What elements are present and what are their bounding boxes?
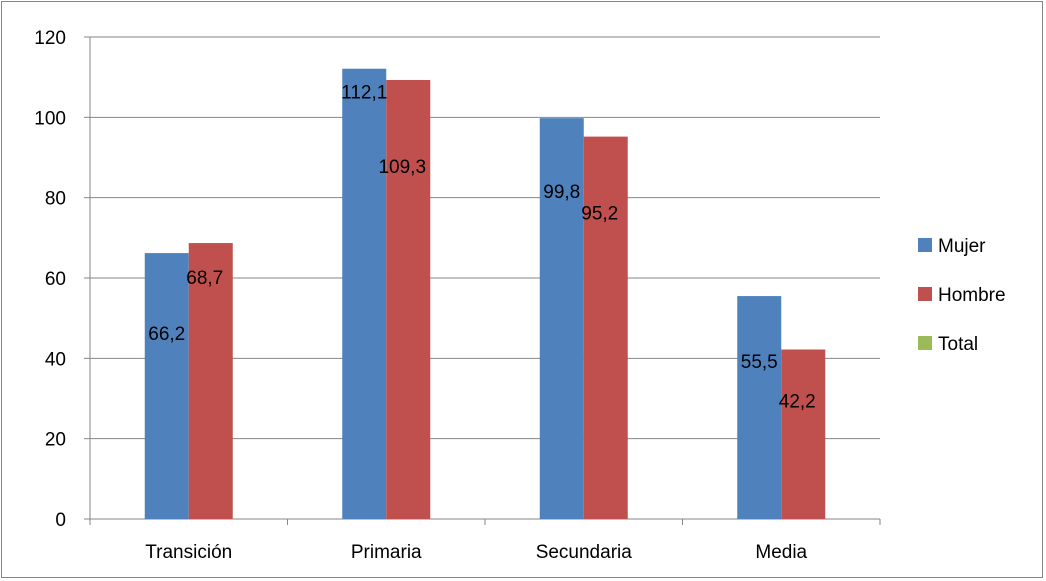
data-label: 95,2 xyxy=(581,204,618,225)
data-label: 68,7 xyxy=(186,268,223,289)
x-tick-label: Transición xyxy=(145,542,232,563)
data-label: 112,1 xyxy=(341,83,387,104)
x-tick-label: Primaria xyxy=(351,542,422,563)
y-tick-label: 0 xyxy=(55,510,66,531)
data-label: 55,5 xyxy=(741,352,778,373)
bar-mujer xyxy=(342,68,387,520)
legend-swatch-hombre xyxy=(918,287,932,301)
y-tick-label: 40 xyxy=(45,349,66,370)
y-tick-label: 20 xyxy=(45,430,66,451)
bar-mujer xyxy=(737,296,782,519)
bar-hombre xyxy=(583,136,628,519)
y-tick-label: 80 xyxy=(45,189,66,210)
legend-label-total: Total xyxy=(938,334,978,355)
y-tick-label: 60 xyxy=(45,269,66,290)
legend-swatch-total xyxy=(918,336,932,350)
bar-mujer xyxy=(539,118,584,520)
y-tick-label: 100 xyxy=(34,108,66,129)
data-label: 66,2 xyxy=(148,324,185,345)
legend-label-mujer: Mujer xyxy=(938,236,986,257)
bar-hombre xyxy=(188,243,233,519)
y-tick-label: 120 xyxy=(34,28,66,49)
data-label: 109,3 xyxy=(378,157,426,178)
x-tick-label: Media xyxy=(755,542,807,563)
data-label: 42,2 xyxy=(779,391,816,412)
bar-hombre xyxy=(386,79,431,519)
legend-label-hombre: Hombre xyxy=(938,285,1006,306)
data-label: 99,8 xyxy=(543,182,580,203)
bar-hombre xyxy=(781,349,826,519)
legend-swatch-mujer xyxy=(918,238,932,252)
x-tick-label: Secundaria xyxy=(536,542,633,563)
bar-mujer xyxy=(144,253,189,519)
